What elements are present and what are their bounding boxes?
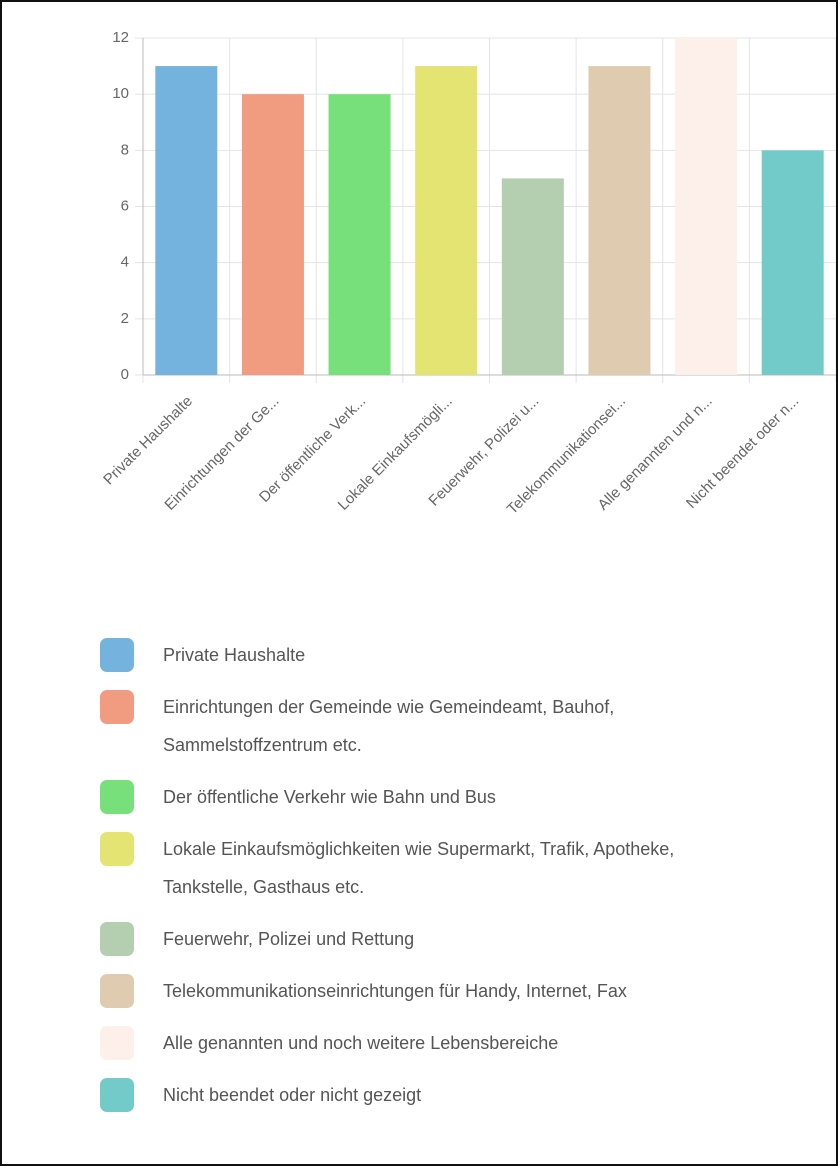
y-tick-label: 10 [112, 85, 129, 102]
legend-label: Alle genannten und noch weitere Lebensbe… [163, 1033, 559, 1053]
legend-item: Private Haushalte [100, 636, 800, 674]
y-tick-label: 8 [121, 141, 129, 158]
legend-label: Lokale Einkaufsmöglichkeiten wie Superma… [163, 839, 675, 897]
legend-item: Der öffentliche Verkehr wie Bahn und Bus [100, 778, 800, 816]
legend-swatch [100, 922, 134, 956]
y-tick-label: 2 [121, 310, 129, 327]
y-tick-label: 12 [112, 29, 129, 46]
bar [501, 178, 564, 375]
legend-item: Lokale Einkaufsmöglichkeiten wie Superma… [100, 830, 800, 906]
legend-swatch [100, 1026, 134, 1060]
legend-label: Private Haushalte [163, 645, 306, 665]
bar [241, 94, 304, 376]
bar [415, 66, 478, 375]
legend-swatch [100, 690, 134, 724]
legend-label: Telekommunikationseinrichtungen für Hand… [163, 981, 627, 1001]
legend-swatch [100, 832, 134, 866]
legend-swatch [100, 780, 134, 814]
legend-item: Nicht beendet oder nicht gezeigt [100, 1076, 800, 1114]
bar [588, 66, 651, 375]
y-tick-label: 6 [121, 197, 129, 214]
legend-item: Alle genannten und noch weitere Lebensbe… [100, 1024, 800, 1062]
bar [761, 150, 824, 375]
x-tick-label: Private Haushalte [100, 393, 196, 489]
legend-label: Der öffentliche Verkehr wie Bahn und Bus [163, 787, 496, 807]
legend-item: Feuerwehr, Polizei und Rettung [100, 920, 800, 958]
bar [328, 94, 391, 376]
legend-label: Feuerwehr, Polizei und Rettung [163, 929, 415, 949]
bar [155, 66, 218, 375]
legend-label: Nicht beendet oder nicht gezeigt [163, 1085, 422, 1105]
y-tick-label: 4 [121, 254, 129, 271]
legend-item: Telekommunikationseinrichtungen für Hand… [100, 972, 800, 1010]
legend-swatch [100, 1078, 134, 1112]
legend: Private Haushalte Einrichtungen der Gemei… [100, 636, 800, 1114]
legend-label: Einrichtungen der Gemeinde wie Gemeindea… [163, 697, 615, 755]
legend-swatch [100, 974, 134, 1008]
legend-swatch [100, 638, 134, 672]
bar [675, 38, 738, 375]
legend-item: Einrichtungen der Gemeinde wie Gemeindea… [100, 688, 800, 764]
y-tick-label: 0 [121, 366, 129, 383]
